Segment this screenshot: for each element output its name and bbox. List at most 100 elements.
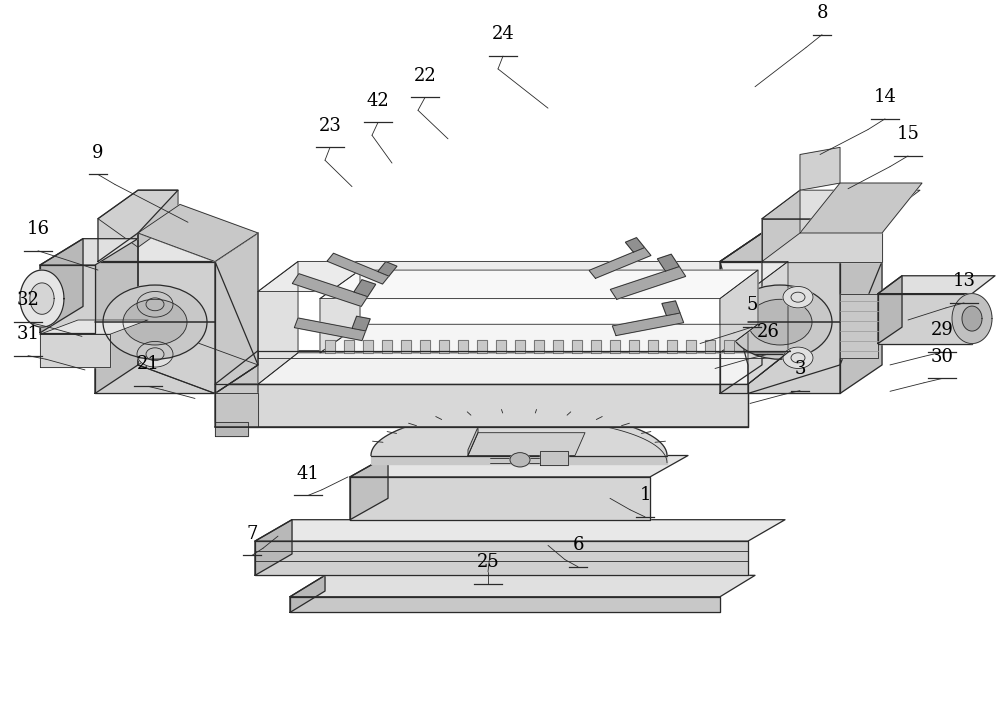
Polygon shape [648, 340, 658, 353]
Polygon shape [371, 411, 667, 455]
Polygon shape [401, 340, 411, 353]
Polygon shape [215, 350, 790, 384]
Polygon shape [95, 233, 138, 393]
Polygon shape [138, 233, 258, 393]
Polygon shape [40, 265, 95, 333]
Text: 24: 24 [492, 25, 514, 43]
Polygon shape [350, 455, 688, 477]
Text: 22: 22 [414, 67, 436, 85]
Polygon shape [371, 455, 667, 464]
Polygon shape [255, 520, 292, 575]
Polygon shape [800, 147, 840, 190]
Polygon shape [320, 270, 758, 299]
Polygon shape [589, 248, 651, 279]
Polygon shape [325, 340, 335, 353]
Polygon shape [215, 393, 258, 427]
Polygon shape [468, 427, 478, 455]
Polygon shape [610, 340, 620, 353]
Polygon shape [534, 340, 544, 353]
Polygon shape [320, 270, 360, 353]
Polygon shape [20, 270, 64, 327]
Circle shape [103, 285, 207, 359]
Polygon shape [258, 261, 298, 384]
Polygon shape [667, 340, 677, 353]
Text: 9: 9 [92, 144, 104, 162]
Polygon shape [572, 340, 582, 353]
Polygon shape [382, 340, 392, 353]
Polygon shape [378, 261, 397, 276]
Polygon shape [30, 283, 54, 314]
Polygon shape [612, 313, 684, 335]
Circle shape [137, 292, 173, 317]
Circle shape [783, 347, 813, 368]
Polygon shape [610, 266, 686, 299]
Text: 29: 29 [931, 321, 953, 339]
Polygon shape [255, 541, 748, 575]
Polygon shape [878, 294, 972, 343]
Polygon shape [720, 233, 882, 393]
Text: 7: 7 [246, 525, 258, 543]
Polygon shape [468, 433, 585, 455]
Polygon shape [255, 520, 785, 541]
Polygon shape [215, 233, 258, 393]
Polygon shape [344, 340, 354, 353]
Polygon shape [662, 301, 680, 316]
Text: 14: 14 [874, 88, 896, 106]
Polygon shape [720, 233, 762, 393]
Polygon shape [439, 340, 449, 353]
Polygon shape [215, 384, 748, 427]
Polygon shape [290, 575, 325, 612]
Text: 16: 16 [26, 220, 50, 238]
Polygon shape [840, 294, 878, 358]
Polygon shape [40, 335, 110, 367]
Polygon shape [354, 280, 376, 297]
Polygon shape [952, 294, 992, 343]
Polygon shape [40, 238, 83, 333]
Polygon shape [553, 340, 563, 353]
Polygon shape [258, 261, 788, 292]
Polygon shape [40, 238, 138, 265]
Polygon shape [215, 422, 248, 437]
Polygon shape [515, 340, 525, 353]
Polygon shape [350, 455, 388, 520]
Polygon shape [258, 350, 780, 358]
Polygon shape [320, 325, 758, 353]
Polygon shape [258, 353, 788, 384]
Polygon shape [720, 233, 882, 261]
Text: 8: 8 [816, 4, 828, 22]
Polygon shape [420, 340, 430, 353]
Polygon shape [292, 274, 368, 307]
Polygon shape [962, 306, 982, 331]
Polygon shape [878, 276, 902, 343]
Text: 6: 6 [572, 536, 584, 554]
Polygon shape [724, 340, 734, 353]
Polygon shape [591, 340, 601, 353]
Polygon shape [215, 350, 258, 427]
Text: 5: 5 [746, 297, 758, 314]
Polygon shape [686, 340, 696, 353]
Polygon shape [294, 318, 366, 340]
Polygon shape [95, 233, 258, 261]
Polygon shape [629, 340, 639, 353]
Polygon shape [657, 254, 679, 271]
Circle shape [510, 452, 530, 467]
Polygon shape [477, 340, 487, 353]
Text: 25: 25 [477, 553, 499, 571]
Polygon shape [496, 340, 506, 353]
Text: 32: 32 [17, 292, 39, 309]
Polygon shape [138, 337, 258, 393]
Text: 1: 1 [639, 486, 651, 504]
Polygon shape [98, 190, 178, 261]
Polygon shape [762, 190, 800, 261]
Circle shape [783, 286, 813, 308]
Polygon shape [748, 261, 788, 384]
Polygon shape [98, 190, 178, 247]
Polygon shape [878, 276, 995, 294]
Polygon shape [40, 320, 148, 335]
Polygon shape [762, 190, 920, 219]
Text: 3: 3 [794, 360, 806, 378]
Circle shape [728, 285, 832, 359]
Polygon shape [138, 205, 258, 261]
Circle shape [748, 299, 812, 345]
Text: 13: 13 [952, 272, 976, 290]
